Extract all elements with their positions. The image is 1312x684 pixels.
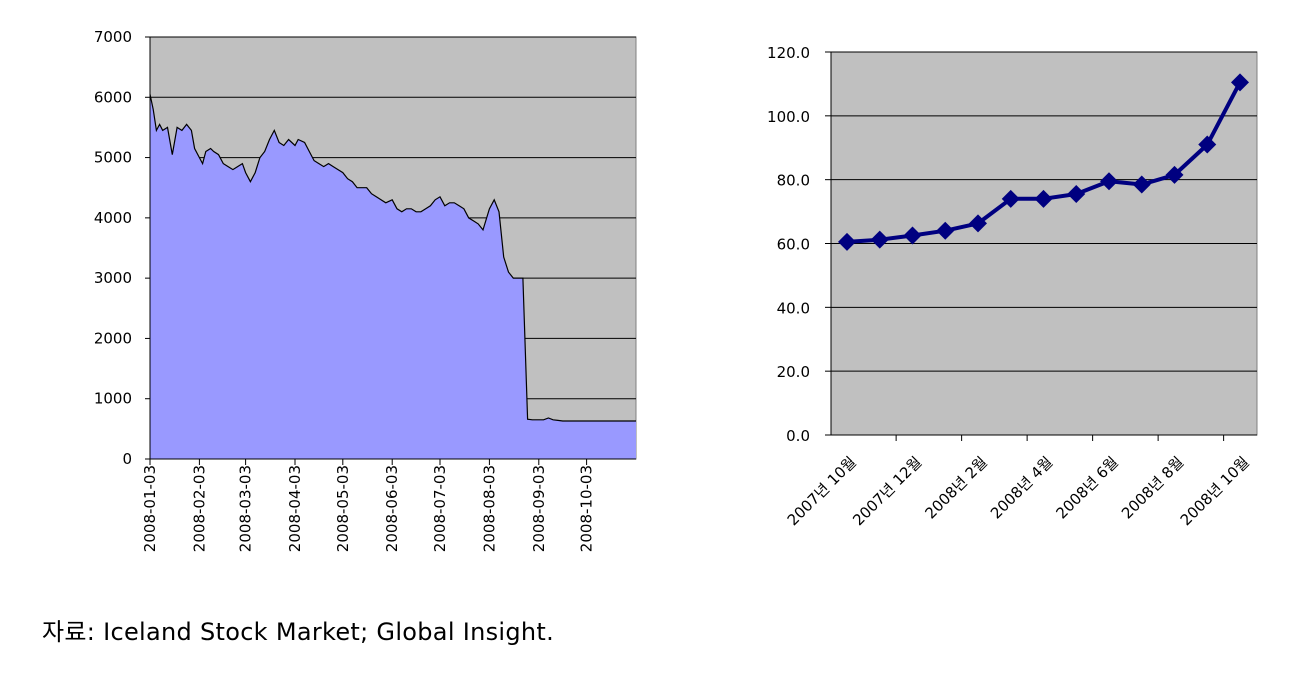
left-x-tick-label: 2008-08-03 [480,465,498,552]
left-y-tick-label: 1000 [94,390,132,408]
left-x-tick-label: 2008-03-03 [237,465,255,552]
index-data-point [1132,175,1151,194]
left-x-ticks: 2008-01-03 2008-02-03 2008-03-03 2008-04-03… [141,459,596,552]
index-data-point [870,230,889,249]
index-data-point [1198,135,1217,154]
index-data-point [936,221,955,240]
index-data-point [969,214,987,233]
index-data-point [1034,189,1053,208]
left-y-ticks: 0 1000 2000 3000 4000 5000 6000 7000 [94,28,150,468]
right-x-tick-label: 2008년 4월 [987,453,1056,522]
index-data-point [1165,165,1184,184]
right-x-tick-label: 2008년 2월 [921,453,990,522]
left-y-tick-label: 2000 [94,329,132,347]
left-x-tick-label: 2008-09-03 [530,465,548,552]
left-y-tick-label: 6000 [94,88,132,106]
right-x-tick-label: 2007년 12월 [849,453,925,529]
index-data-point [1231,73,1249,92]
left-y-tick-label: 4000 [94,209,132,227]
right-y-tick-label: 120.0 [767,44,810,62]
right-x-tick-label: 2008년 8월 [1118,453,1187,522]
left-x-tick-label: 2008-10-03 [578,465,596,552]
left-x-tick-label: 2008-01-03 [141,465,159,552]
right-y-tick-label: 20.0 [777,363,810,381]
left-x-tick-label: 2008-02-03 [190,465,208,552]
right-y-tick-label: 40.0 [777,299,810,317]
left-y-tick-label: 7000 [94,28,132,46]
left-y-tick-label: 3000 [94,269,132,287]
right-gridlines [831,51,1257,372]
right-y-tick-label: 100.0 [767,108,810,126]
right-y-tick-label: 80.0 [777,172,810,190]
left-x-tick-label: 2008-05-03 [334,465,352,552]
left-x-tick-label: 2008-04-03 [286,465,304,552]
index-series-markers [838,73,1249,251]
right-y-ticks: 0.0 20.0 40.0 60.0 80.0 100.0 120.0 [767,44,831,445]
right-x-tick-label: 2008년 6월 [1052,453,1121,522]
left-y-tick-label: 5000 [94,149,132,167]
right-y-tick-label: 60.0 [777,236,810,254]
right-x-tick-label: 2007년 10월 [784,453,860,529]
index-data-point [1067,185,1086,204]
index-data-point [1100,172,1118,191]
left-y-tick-label: 0 [122,450,132,468]
index-data-point [1001,189,1020,208]
left-x-tick-label: 2008-06-03 [383,465,401,552]
right-x-tick-label: 2008년 10월 [1177,453,1253,529]
stock-index-area [150,94,636,460]
left-x-tick-label: 2008-07-03 [431,465,449,552]
index-data-point [903,226,922,245]
stock-index-line [149,94,636,422]
index-data-point [838,232,856,251]
source-note: 자료: Iceland Stock Market; Global Insight… [42,618,555,646]
right-y-tick-label: 0.0 [786,427,810,445]
